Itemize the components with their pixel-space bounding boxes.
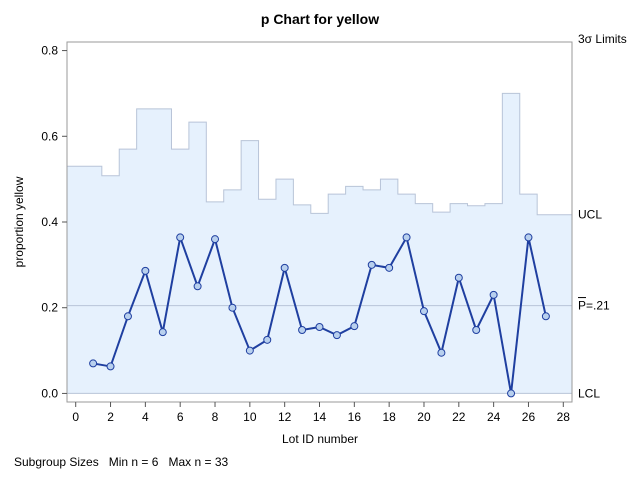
center-line-label: P=.21 [578, 299, 610, 313]
data-point [280, 263, 289, 272]
y-axis-ticks: 0.0 0.2 0.4 0.6 0.8 [41, 44, 67, 400]
data-point [524, 233, 533, 242]
y-tick-label: 0.6 [41, 129, 58, 143]
x-tick-label: 16 [348, 410, 362, 424]
data-point [489, 290, 498, 299]
lcl-label: LCL [578, 386, 600, 400]
control-limit-band [67, 92, 572, 394]
data-point [123, 312, 132, 321]
x-tick-label: 10 [243, 410, 257, 424]
data-point [141, 266, 150, 275]
ucl-label: UCL [578, 208, 602, 222]
x-axis-label: Lot ID number [282, 432, 358, 446]
data-point [315, 323, 324, 331]
x-tick-label: 22 [452, 410, 466, 424]
y-tick-label: 0.8 [41, 44, 58, 58]
data-point [437, 348, 446, 357]
data-point [507, 389, 516, 398]
subgroup-sizes-footer: Subgroup Sizes Min n = 6 Max n = 33 [14, 455, 228, 469]
ucl-step-line [67, 92, 572, 216]
data-point [228, 303, 237, 312]
x-tick-label: 14 [313, 410, 327, 424]
data-point [298, 326, 307, 334]
data-point [454, 273, 463, 282]
x-tick-label: 4 [142, 410, 149, 424]
x-tick-label: 0 [72, 410, 79, 424]
y-axis-label: proportion yellow [12, 176, 26, 267]
data-point [541, 312, 550, 321]
data-series [89, 233, 550, 398]
y-tick-label: 0.2 [41, 301, 58, 315]
x-tick-label: 28 [557, 410, 571, 424]
data-point [419, 307, 428, 316]
limits-label: 3σ Limits [578, 32, 627, 46]
control-band-fill [67, 93, 572, 394]
x-tick-label: 24 [487, 410, 501, 424]
subgroup-sizes-label: Subgroup Sizes [14, 455, 99, 469]
x-tick-label: 12 [278, 410, 292, 424]
data-point [193, 282, 202, 291]
data-point [263, 335, 272, 344]
data-point [332, 331, 341, 340]
max-n: Max n = 33 [168, 455, 229, 469]
x-tick-label: 26 [522, 410, 536, 424]
data-point [245, 346, 254, 355]
y-tick-label: 0.0 [41, 386, 58, 400]
data-point [350, 322, 359, 331]
x-tick-label: 8 [212, 410, 219, 424]
x-axis-ticks: 0 2 4 6 8 10 12 14 16 18 20 22 24 26 28 [72, 402, 570, 424]
data-point [402, 233, 411, 242]
data-point [158, 328, 167, 337]
data-point [385, 263, 394, 272]
x-tick-label: 2 [107, 410, 114, 424]
x-tick-label: 20 [417, 410, 431, 424]
chart-title: p Chart for yellow [261, 11, 379, 27]
min-n: Min n = 6 [108, 455, 159, 469]
data-point [176, 233, 185, 242]
data-point [106, 362, 115, 371]
x-tick-label: 18 [382, 410, 396, 424]
data-point [211, 235, 220, 244]
data-point [472, 326, 481, 334]
data-point [367, 260, 376, 269]
y-tick-label: 0.4 [41, 215, 58, 229]
x-tick-label: 6 [177, 410, 184, 424]
data-point [89, 359, 98, 368]
